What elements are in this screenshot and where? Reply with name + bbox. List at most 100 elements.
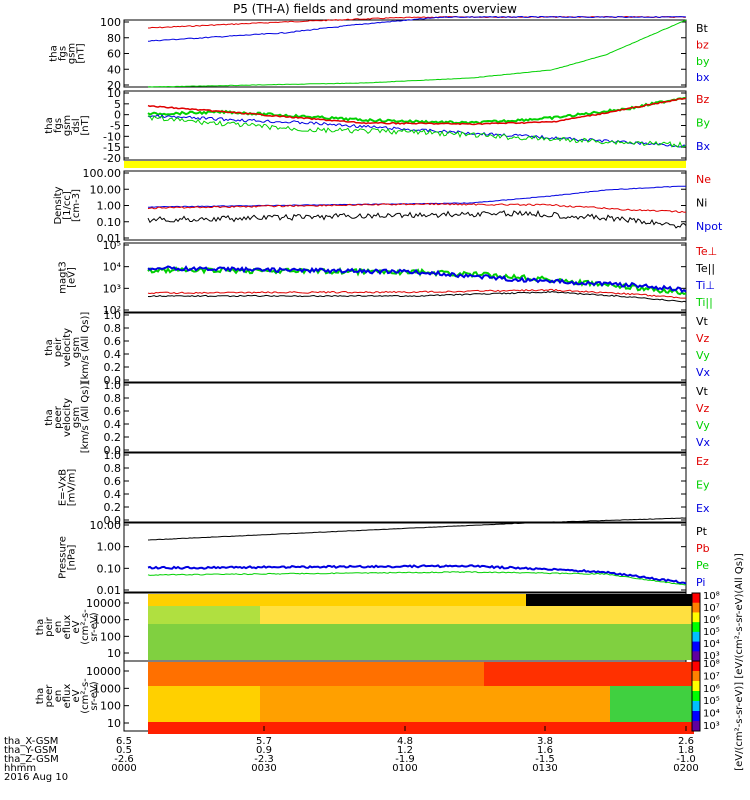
y-axis-label-line: tha xyxy=(35,619,46,635)
spectrogram-cell xyxy=(302,722,316,728)
spectrogram-cell xyxy=(232,674,246,680)
spectrogram-cell xyxy=(512,624,526,630)
spectrogram-cell xyxy=(316,662,330,668)
colorbar-segment xyxy=(692,641,700,652)
spectrogram-cell xyxy=(148,722,162,728)
footer-row-label: 2016 Aug 10 xyxy=(4,772,68,783)
y-tick-label: 100.00 xyxy=(83,167,122,180)
spectrogram-cell xyxy=(470,630,484,636)
spectrogram-cell xyxy=(498,692,512,698)
spectrogram-cell xyxy=(666,662,680,668)
spectrogram-cell xyxy=(176,674,190,680)
spectrogram-cell xyxy=(624,642,638,648)
spectrogram-cell xyxy=(162,630,176,636)
spectrogram-cell xyxy=(456,698,470,704)
colorbar-segment xyxy=(692,691,700,702)
y-tick-label: 0.6 xyxy=(104,475,122,488)
y-axis-label-line: velocity xyxy=(62,328,73,367)
spectrogram-cell xyxy=(274,606,288,612)
y-axis-label-line: gsm xyxy=(71,407,82,428)
y-axis-label-line: [km/s (All Qs)] xyxy=(80,382,91,454)
legend-bz: bz xyxy=(696,38,709,51)
spectrogram-cell xyxy=(456,642,470,648)
spectrogram-cell xyxy=(358,722,372,728)
spectrogram-cell xyxy=(274,642,288,648)
spectrogram-cell xyxy=(484,618,498,624)
spectrogram-cell xyxy=(190,722,204,728)
y-tick-label: 1.00 xyxy=(97,541,122,554)
spectrogram-cell xyxy=(232,630,246,636)
spectrogram-cell xyxy=(666,710,680,716)
spectrogram-cell xyxy=(218,674,232,680)
spectrogram-cell xyxy=(386,704,400,710)
spectrogram-cell xyxy=(330,698,344,704)
y-axis-label-line: eV xyxy=(71,689,82,702)
y-axis-label-line: eV xyxy=(71,620,82,633)
spectrogram-cell xyxy=(162,624,176,630)
spectrogram-cell xyxy=(428,716,442,722)
spectrogram-cell xyxy=(260,716,274,722)
spectrogram-cell xyxy=(484,648,498,654)
spectrogram-cell xyxy=(680,624,694,630)
spectrogram-cell xyxy=(162,606,176,612)
spectrogram-cell xyxy=(652,692,666,698)
spectrogram-cell xyxy=(428,674,442,680)
spectrogram-cell xyxy=(652,594,666,600)
spectrogram-cell xyxy=(624,594,638,600)
spectrogram-cell xyxy=(596,722,610,728)
spectrogram-cell xyxy=(610,642,624,648)
spectrogram-cell xyxy=(358,692,372,698)
spectrogram-cell xyxy=(330,654,344,660)
spectrogram-cell xyxy=(652,710,666,716)
spectrogram-cell xyxy=(512,630,526,636)
y-tick-label: 10⁵ xyxy=(103,239,121,252)
colorbar-tick: 10⁵ xyxy=(703,696,720,707)
y-tick-label: 10³ xyxy=(103,282,121,295)
footer-value: 1.6 xyxy=(537,745,553,756)
spectrogram-cell xyxy=(274,704,288,710)
spectrogram-cell xyxy=(288,594,302,600)
colorbar-tick: 10⁶ xyxy=(703,615,720,626)
ni-line xyxy=(147,209,687,229)
spectrogram-cell xyxy=(386,630,400,636)
spectrogram-cell xyxy=(316,654,330,660)
spectrogram-cell xyxy=(470,648,484,654)
spectrogram-cell xyxy=(162,668,176,674)
spectrogram-cell xyxy=(540,728,554,734)
spectrogram-cell xyxy=(596,716,610,722)
pt-line xyxy=(147,517,687,541)
spectrogram-cell xyxy=(470,704,484,710)
footer-value: 6.5 xyxy=(116,736,132,747)
spectrogram-cell xyxy=(274,698,288,704)
y-tick-label: -5 xyxy=(110,120,121,133)
spectrogram-cell xyxy=(414,710,428,716)
spectrogram-cell xyxy=(526,662,540,668)
spectrogram-cell xyxy=(624,674,638,680)
spectrogram-cell xyxy=(246,722,260,728)
spectrogram-cell xyxy=(358,612,372,618)
te-perp-line xyxy=(147,288,686,299)
spectrogram-cell xyxy=(624,630,638,636)
spectrogram-cell xyxy=(302,704,316,710)
spectrogram-cell xyxy=(302,668,316,674)
spectrogram-cell xyxy=(582,662,596,668)
y-axis-label-line: [1/cc] xyxy=(62,191,73,220)
spectrogram-cell xyxy=(372,630,386,636)
spectrogram-cell xyxy=(260,618,274,624)
spectrogram-cell xyxy=(442,648,456,654)
spectrogram-cell xyxy=(498,728,512,734)
spectrogram-cell xyxy=(218,642,232,648)
spectrogram-cell xyxy=(232,698,246,704)
spectrogram-cell xyxy=(316,636,330,642)
spectrogram-cell xyxy=(526,704,540,710)
spectrogram-cell xyxy=(232,680,246,686)
spectrogram-cell xyxy=(330,624,344,630)
spectrogram-cell xyxy=(148,648,162,654)
spectrogram-cell xyxy=(344,686,358,692)
spectrogram-cell xyxy=(568,624,582,630)
spectrogram-cell xyxy=(400,698,414,704)
spectrogram-cell xyxy=(316,648,330,654)
spectrogram-cell xyxy=(218,704,232,710)
